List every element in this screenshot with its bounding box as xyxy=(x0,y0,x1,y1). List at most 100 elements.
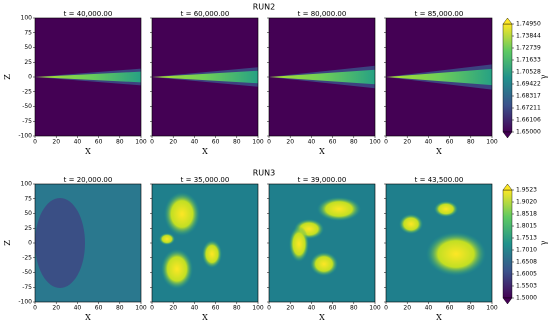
field-feature xyxy=(434,201,458,217)
x-tick-label: 100 xyxy=(369,139,381,146)
panel-title: t = 43,500.00 xyxy=(415,176,464,184)
x-tick-label: 80 xyxy=(116,139,124,146)
x-tick-label: 40 xyxy=(191,139,199,146)
jet-core xyxy=(269,69,375,85)
colorbar-tick-label: 1.8518 xyxy=(516,210,537,217)
colorbar-tick-label: 1.73844 xyxy=(516,33,541,40)
y-tick-label: 100 xyxy=(21,15,33,22)
colorbar-tick-label: 1.65000 xyxy=(516,129,541,136)
x-tick-label: 80 xyxy=(467,139,475,146)
x-tick-label: 100 xyxy=(486,139,498,146)
x-tick-label: 80 xyxy=(116,305,124,312)
x-tick-label: 40 xyxy=(308,305,316,312)
y-tick-label: 0 xyxy=(28,240,32,247)
x-tick-label: 100 xyxy=(486,305,498,312)
x-tick-label: 60 xyxy=(95,139,103,146)
field-feature xyxy=(310,252,338,276)
x-tick-label: 80 xyxy=(350,139,358,146)
colorbar-tick-label: 1.68317 xyxy=(516,92,541,99)
x-tick-label: 100 xyxy=(135,305,147,312)
colorbar-label: γ xyxy=(539,74,548,79)
colorbar-label: γ xyxy=(539,240,548,245)
x-tick-label: 40 xyxy=(425,305,433,312)
field-feature xyxy=(161,249,193,289)
x-tick-label: 20 xyxy=(403,305,411,312)
colorbar-tick-label: 1.72739 xyxy=(516,44,541,51)
y-tick-label: -100 xyxy=(18,299,32,306)
jet-core xyxy=(35,71,141,83)
panel-title: t = 20,000.00 xyxy=(64,176,113,184)
field-feature xyxy=(164,192,200,236)
x-tick-label: 40 xyxy=(308,139,316,146)
x-label: X xyxy=(85,147,91,156)
y-tick-label: -50 xyxy=(22,269,32,276)
colorbar-extend-min xyxy=(502,131,513,139)
colorbar xyxy=(502,189,513,299)
x-tick-label: 20 xyxy=(169,305,177,312)
row-title: RUN3 xyxy=(253,169,276,178)
x-tick-label: 60 xyxy=(95,305,103,312)
y-tick-label: 50 xyxy=(24,44,32,51)
colorbar-tick-label: 1.70528 xyxy=(516,68,541,75)
x-tick-label: 40 xyxy=(74,139,82,146)
colorbar-tick-label: 1.66106 xyxy=(516,116,541,123)
colorbar-tick-label: 1.6005 xyxy=(516,271,537,278)
x-tick-label: 60 xyxy=(446,139,454,146)
y-tick-label: -50 xyxy=(22,103,32,110)
y-tick-label: 0 xyxy=(28,74,32,81)
y-tick-label: 75 xyxy=(24,195,32,202)
colorbar-tick-label: 1.8015 xyxy=(516,223,537,230)
field-feature xyxy=(289,226,309,262)
x-tick-label: 0 xyxy=(384,139,388,146)
colorbar-tick-label: 1.7010 xyxy=(516,247,537,254)
panel-title: t = 85,000.00 xyxy=(415,10,464,18)
x-tick-label: 40 xyxy=(74,305,82,312)
y-tick-label: -75 xyxy=(22,284,32,291)
x-tick-label: 20 xyxy=(52,139,60,146)
x-tick-label: 0 xyxy=(33,305,37,312)
colorbar-tick-label: 1.69422 xyxy=(516,81,541,88)
x-tick-label: 100 xyxy=(252,305,264,312)
x-label: X xyxy=(202,313,208,322)
colorbar-tick-label: 1.9020 xyxy=(516,199,537,206)
panel-title: t = 80,000.00 xyxy=(298,10,347,18)
jet-core xyxy=(386,68,492,86)
x-label: X xyxy=(319,147,325,156)
y-tick-label: 100 xyxy=(21,181,33,188)
x-label: X xyxy=(319,313,325,322)
y-tick-label: 50 xyxy=(24,210,32,217)
colorbar xyxy=(502,23,513,133)
colorbar-extend-max xyxy=(502,17,513,25)
x-tick-label: 20 xyxy=(52,305,60,312)
x-tick-label: 60 xyxy=(212,305,220,312)
x-tick-label: 20 xyxy=(286,305,294,312)
x-tick-label: 80 xyxy=(467,305,475,312)
x-tick-label: 80 xyxy=(233,305,241,312)
colorbar-tick-label: 1.74950 xyxy=(516,21,541,28)
field-feature xyxy=(159,233,175,245)
x-tick-label: 0 xyxy=(150,305,154,312)
colorbar-tick-label: 1.71633 xyxy=(516,57,541,64)
colorbar-tick-label: 1.67211 xyxy=(516,105,541,112)
y-label: Z xyxy=(3,240,12,246)
y-tick-label: 75 xyxy=(24,29,32,36)
x-tick-label: 20 xyxy=(286,139,294,146)
x-tick-label: 0 xyxy=(267,139,271,146)
colorbar-extend-max xyxy=(502,183,513,191)
x-tick-label: 60 xyxy=(329,305,337,312)
y-tick-label: -25 xyxy=(22,254,32,261)
x-tick-label: 0 xyxy=(267,305,271,312)
x-tick-label: 0 xyxy=(384,305,388,312)
colorbar-tick-label: 1.6508 xyxy=(516,258,537,265)
x-tick-label: 60 xyxy=(212,139,220,146)
x-label: X xyxy=(85,313,91,322)
field-feature xyxy=(202,240,222,268)
y-tick-label: 25 xyxy=(24,59,32,66)
row-title: RUN2 xyxy=(253,3,276,12)
panel-title: t = 39,000.00 xyxy=(298,176,347,184)
x-tick-label: 80 xyxy=(350,305,358,312)
y-tick-label: 25 xyxy=(24,225,32,232)
field-feature xyxy=(399,214,423,234)
field-feature xyxy=(35,198,85,288)
